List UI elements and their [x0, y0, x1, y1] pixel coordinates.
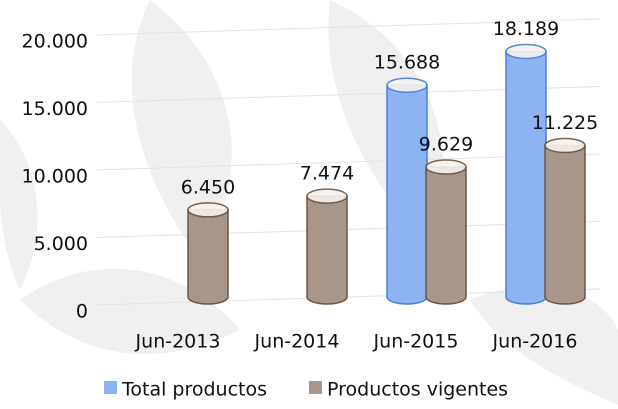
- legend-label: Total productos: [121, 379, 267, 401]
- y-tick-label: 10.000: [22, 166, 88, 188]
- bar: [386, 84, 428, 305]
- cylinder: [544, 137, 586, 305]
- cylinder: [505, 43, 547, 305]
- bar: [505, 50, 547, 305]
- value-label: 11.225: [532, 112, 598, 134]
- x-tick-label: Jun-2015: [373, 331, 459, 353]
- bar: [187, 209, 229, 305]
- legend-swatch: [104, 381, 117, 394]
- cylinder: [425, 159, 467, 305]
- legend-swatch: [309, 381, 322, 394]
- x-tick-label: Jun-2016: [492, 331, 578, 353]
- y-tick-label: 20.000: [22, 31, 88, 53]
- x-tick-label: Jun-2013: [135, 331, 221, 353]
- bar-top: [187, 202, 229, 218]
- bar: [306, 195, 348, 305]
- bar-top: [306, 188, 348, 204]
- cylinder: [187, 202, 229, 305]
- value-label: 6.450: [181, 176, 235, 198]
- y-tick-label: 0: [76, 301, 88, 323]
- bar-top: [386, 77, 428, 93]
- bar-top: [505, 43, 547, 60]
- bar: [425, 166, 467, 305]
- value-label: 9.629: [419, 134, 473, 156]
- value-label: 7.474: [300, 163, 354, 185]
- cylinder: [306, 188, 348, 305]
- grid-line: [94, 18, 601, 36]
- legend-label: Productos vigentes: [327, 379, 508, 401]
- x-tick-label: Jun-2014: [254, 331, 340, 353]
- y-tick-label: 5.000: [34, 233, 88, 255]
- bar-top: [425, 159, 467, 175]
- bar-top: [544, 137, 586, 154]
- cylinder: [386, 77, 428, 305]
- value-label: 15.688: [374, 52, 440, 74]
- y-tick-label: 15.000: [22, 98, 88, 120]
- bar: [544, 144, 586, 305]
- value-label: 18.189: [493, 18, 559, 40]
